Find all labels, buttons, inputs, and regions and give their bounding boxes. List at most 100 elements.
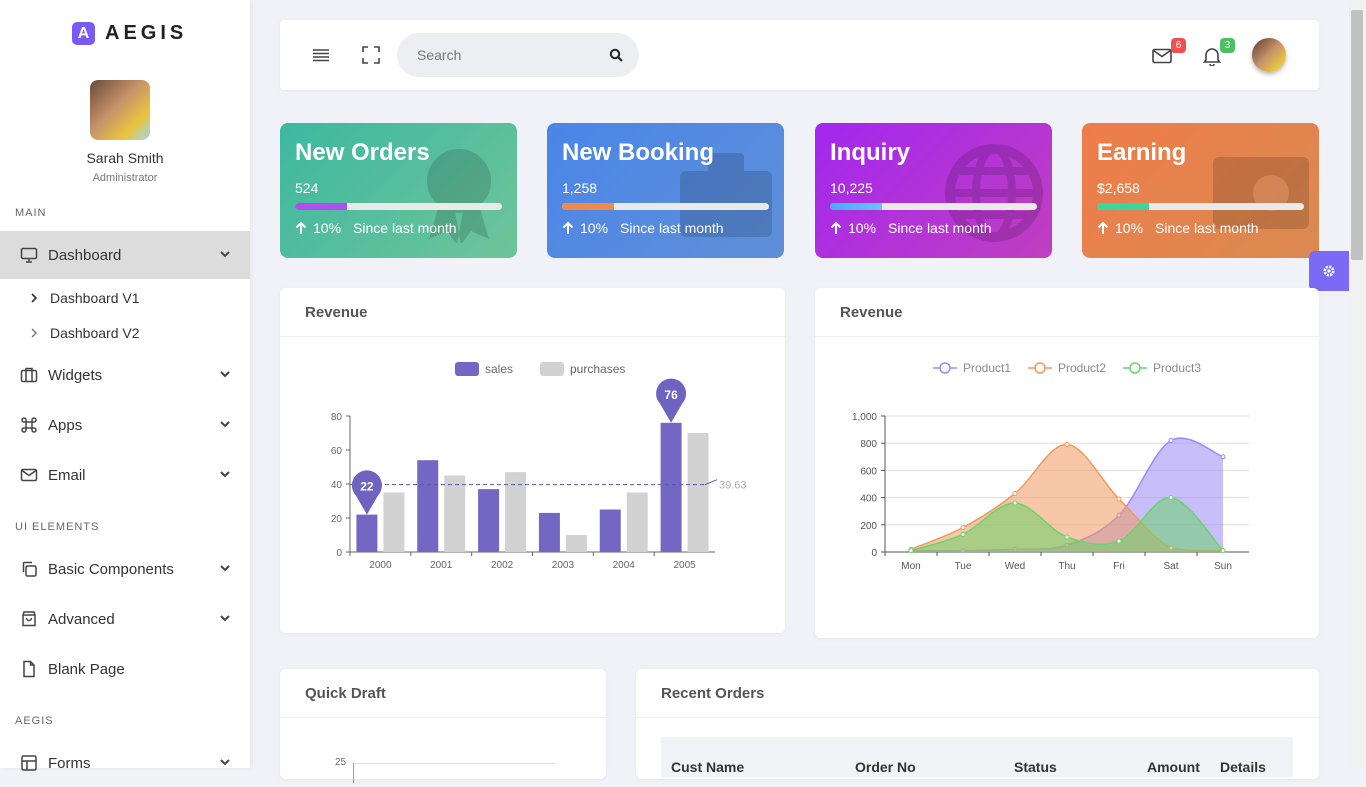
point-Product3 xyxy=(1012,500,1018,506)
card-divider xyxy=(636,717,1319,718)
stat-change: 10% xyxy=(848,220,877,236)
sidebar-item-label: Dashboard V2 xyxy=(50,325,140,341)
fullscreen-icon[interactable] xyxy=(361,45,381,65)
stat-value: 1,258 xyxy=(562,180,598,196)
y-tick-label: 0 xyxy=(871,548,877,559)
chevron-right-icon xyxy=(31,293,38,303)
copy-icon xyxy=(20,560,38,578)
y-tick-label: 20 xyxy=(331,514,343,525)
x-tick-label: 2001 xyxy=(430,560,453,571)
legend-label: Product1 xyxy=(963,361,1011,375)
stat-card-earning[interactable]: Earning $2,658 10% Since last month xyxy=(1082,123,1319,258)
x-tick-label: Fri xyxy=(1113,561,1125,572)
sidebar-item-dashboard[interactable]: Dashboard xyxy=(0,231,250,279)
stat-title: Earning xyxy=(1097,139,1187,166)
legend-swatch xyxy=(540,362,564,376)
revenue-area-chart: Product1 Product2 Product3 0 200 400 600 800 1,0… xyxy=(852,361,1249,572)
monitor-icon xyxy=(20,246,38,264)
y-tick-label: 1,000 xyxy=(852,412,877,423)
stat-progress xyxy=(562,203,769,210)
bell-icon[interactable] xyxy=(1202,46,1222,66)
arrow-up-icon xyxy=(562,221,574,234)
sidebar-item-widgets[interactable]: Widgets xyxy=(0,351,250,399)
average-line-label: 39.63 xyxy=(719,480,747,492)
sidebar-item-label: Forms xyxy=(48,754,91,772)
chevron-down-icon xyxy=(220,251,230,258)
sidebar-item-label: Apps xyxy=(48,416,83,434)
scrollbar-thumb[interactable] xyxy=(1351,10,1363,260)
column-header[interactable]: Status xyxy=(1014,759,1057,775)
page-scrollbar[interactable] xyxy=(1349,0,1366,768)
orders-table-header: Cust Name Order No Status Amount Details xyxy=(661,737,1293,777)
section-label-aegis: AEGIS xyxy=(15,715,54,727)
x-tick-label: 2003 xyxy=(552,560,575,571)
mail-icon[interactable] xyxy=(1152,46,1172,66)
bar-sales xyxy=(660,422,682,552)
sidebar-item-dashboard-v1[interactable]: Dashboard V1 xyxy=(30,290,140,306)
stat-change: 10% xyxy=(1115,220,1144,236)
stat-card-inquiry[interactable]: Inquiry 10,225 10% Since last month xyxy=(815,123,1052,258)
sidebar-item-email[interactable]: Email xyxy=(0,451,250,499)
column-header[interactable]: Order No xyxy=(855,759,916,775)
column-header[interactable]: Details xyxy=(1220,759,1266,775)
command-icon xyxy=(20,416,38,434)
stat-card-new-booking[interactable]: New Booking 1,258 10% Since last month xyxy=(547,123,784,258)
stat-title: New Booking xyxy=(562,139,715,166)
legend-label: sales xyxy=(485,362,513,376)
value-marker xyxy=(351,470,382,515)
point-Product2 xyxy=(960,525,966,531)
sidebar-item-forms[interactable]: Forms xyxy=(0,739,250,787)
sidebar-item-basic-components[interactable]: Basic Components xyxy=(0,545,250,593)
value-marker-label: 76 xyxy=(664,388,678,402)
stat-progress-fill xyxy=(1097,203,1149,210)
bar-purchases xyxy=(626,492,648,552)
award-icon xyxy=(427,149,491,243)
y-tick-label: 80 xyxy=(331,412,343,423)
stat-title: Inquiry xyxy=(830,139,911,166)
app-logo[interactable]: A AEGIS xyxy=(72,22,187,45)
sidebar-item-dashboard-v2[interactable]: Dashboard V2 xyxy=(30,325,140,341)
sidebar-item-advanced[interactable]: Advanced xyxy=(0,595,250,643)
chevron-down-icon xyxy=(220,371,230,378)
sidebar: A AEGIS Sarah Smith Administrator MAIN D… xyxy=(0,0,250,772)
point-Product3 xyxy=(908,548,914,554)
revenue-area-card: Revenue Product1 Product2 Product3 0 200 400 6… xyxy=(815,288,1319,638)
bar-sales xyxy=(478,489,500,552)
x-tick-label: Sat xyxy=(1163,561,1178,572)
area-Product3 xyxy=(911,497,1223,552)
sidebar-item-apps[interactable]: Apps xyxy=(0,401,250,449)
point-Product3 xyxy=(1220,548,1226,554)
bar-sales xyxy=(538,512,560,552)
column-header[interactable]: Cust Name xyxy=(671,759,745,775)
point-Product1 xyxy=(1220,454,1226,460)
sidebar-item-blank-page[interactable]: Blank Page xyxy=(0,645,250,693)
shopping-bag-icon xyxy=(20,610,38,628)
column-header[interactable]: Amount xyxy=(1147,759,1200,775)
stat-title: New Orders xyxy=(295,139,430,166)
x-tick-label: 2004 xyxy=(613,560,636,571)
y-tick-label: 60 xyxy=(331,446,343,457)
stat-footer: 10% Since last month xyxy=(1097,220,1259,236)
quick-draft-card: Quick Draft 25 xyxy=(280,669,606,783)
mail-icon xyxy=(20,466,38,484)
revenue-bar-chart: sales purchases 0 20 40 60 80 2000 2001 2002 2003 2… xyxy=(331,362,747,571)
search-icon[interactable] xyxy=(609,48,623,62)
search-input[interactable] xyxy=(417,47,597,63)
user-avatar[interactable] xyxy=(90,80,150,140)
stat-card-new-orders[interactable]: New Orders 524 10% Since last month xyxy=(280,123,517,258)
dollar-icon xyxy=(1213,157,1309,229)
legend-marker xyxy=(939,362,951,374)
stat-period: Since last month xyxy=(888,220,992,236)
card-title: Revenue xyxy=(840,304,903,321)
bar-sales xyxy=(417,460,439,552)
notification-badge: 3 xyxy=(1220,38,1235,53)
stat-period: Since last month xyxy=(1155,220,1259,236)
legend-marker xyxy=(1034,362,1046,374)
chevron-down-icon xyxy=(220,615,230,622)
menu-icon[interactable] xyxy=(311,45,331,65)
settings-toggle[interactable] xyxy=(1309,251,1349,291)
gear-icon xyxy=(1323,265,1335,277)
profile-avatar[interactable] xyxy=(1252,38,1286,72)
user-name: Sarah Smith xyxy=(86,150,164,166)
x-tick-label: Wed xyxy=(1005,561,1025,572)
